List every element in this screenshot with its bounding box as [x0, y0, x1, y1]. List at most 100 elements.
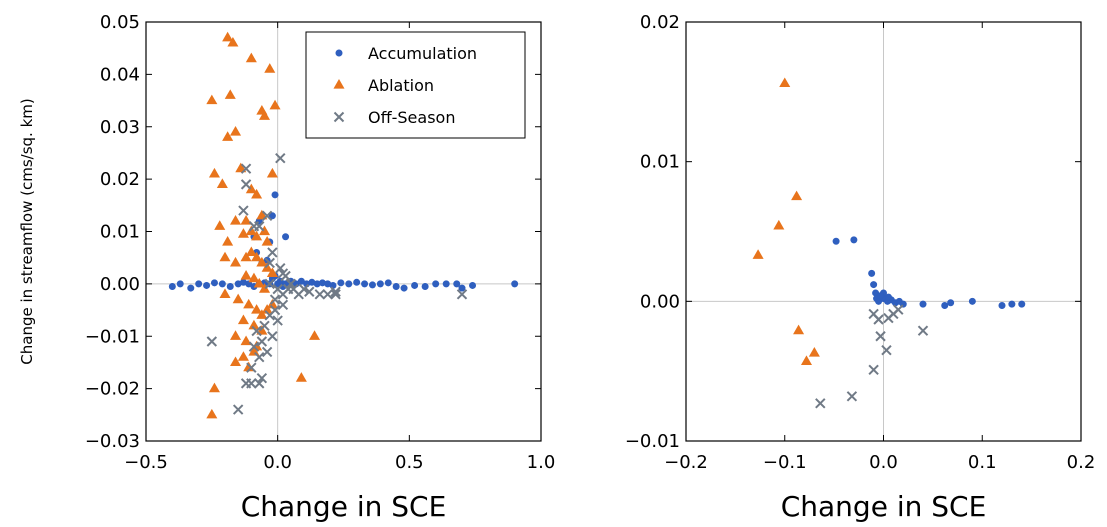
- data-point: [868, 269, 876, 277]
- y-tick-label: −0.01: [625, 431, 680, 452]
- data-point: [261, 235, 273, 246]
- data-point: [208, 382, 220, 393]
- data-point: [248, 341, 260, 352]
- data-point: [298, 283, 310, 295]
- data-point: [1018, 300, 1026, 308]
- data-point: [421, 282, 429, 290]
- data-point: [282, 233, 290, 241]
- y-axis-label: Change in streamflow (cms/sq. km): [18, 98, 36, 364]
- data-point: [219, 251, 231, 262]
- data-point: [216, 178, 228, 188]
- data-point: [893, 304, 904, 315]
- data-point: [337, 279, 345, 287]
- data-point: [219, 288, 231, 298]
- legend: Accumulation Ablation Off-Season: [305, 31, 526, 139]
- y-tick-label: 0.00: [100, 274, 140, 295]
- data-point: [195, 280, 203, 288]
- data-point: [330, 286, 341, 297]
- data-point: [411, 281, 419, 289]
- data-point: [230, 256, 242, 267]
- data-point: [850, 236, 858, 244]
- data-point: [275, 262, 286, 274]
- data-point: [232, 404, 244, 415]
- data-point: [376, 280, 384, 288]
- data-point: [392, 282, 400, 290]
- data-point: [251, 230, 263, 241]
- data-point: [176, 280, 184, 288]
- data-point: [870, 281, 878, 289]
- data-point: [275, 152, 286, 164]
- data-point: [230, 356, 242, 367]
- data-point: [267, 331, 278, 342]
- data-point: [345, 280, 353, 288]
- data-point: [846, 391, 858, 402]
- data-point: [243, 298, 255, 309]
- data-point: [237, 351, 249, 361]
- y-tick-label: 0.00: [640, 291, 680, 312]
- data-point: [264, 310, 275, 321]
- data-point: [240, 163, 252, 174]
- data-point: [511, 280, 519, 288]
- series-off-season: [206, 152, 468, 415]
- y-tick-label: 0.02: [640, 12, 680, 33]
- data-point: [947, 299, 955, 307]
- y-tick-label: 0.04: [100, 64, 140, 85]
- series-ablation: [206, 31, 321, 419]
- x-tick-label: 0.1: [968, 452, 997, 473]
- x-tick-label: −0.5: [124, 452, 168, 473]
- data-point: [245, 183, 257, 194]
- data-point: [322, 289, 333, 300]
- data-point: [187, 284, 195, 292]
- data-point: [791, 190, 803, 201]
- data-point: [203, 281, 211, 289]
- data-point: [258, 110, 271, 120]
- data-point: [353, 278, 361, 286]
- y-tick-label: 0.01: [100, 222, 140, 243]
- series-ablation: [752, 77, 820, 365]
- data-point: [261, 346, 273, 358]
- series-accumulation: [168, 191, 519, 292]
- data-point: [919, 300, 927, 308]
- data-point: [248, 272, 260, 283]
- data-point: [264, 257, 275, 269]
- data-point: [254, 351, 265, 363]
- data-point: [248, 319, 260, 330]
- data-point: [266, 167, 278, 178]
- data-point: [253, 277, 265, 288]
- data-point: [251, 325, 262, 337]
- data-point: [266, 267, 278, 277]
- data-point: [793, 324, 805, 335]
- legend-marker: [333, 111, 345, 123]
- data-point: [277, 299, 289, 311]
- y-tick-label: 0.02: [100, 169, 140, 190]
- data-point: [248, 345, 260, 356]
- data-point: [208, 167, 220, 178]
- data-point: [264, 278, 275, 290]
- data-point: [240, 251, 252, 262]
- data-point: [237, 228, 249, 238]
- data-point: [917, 325, 929, 336]
- data-point: [258, 283, 271, 293]
- data-point: [238, 205, 249, 216]
- data-point: [245, 52, 257, 63]
- data-point: [214, 220, 226, 230]
- data-point: [884, 293, 892, 301]
- data-point: [268, 212, 276, 220]
- data-point: [264, 63, 276, 73]
- data-point: [256, 256, 268, 267]
- data-point: [442, 280, 450, 288]
- data-point: [271, 191, 279, 199]
- data-point: [832, 237, 840, 245]
- data-point: [469, 281, 477, 289]
- data-point: [269, 294, 281, 305]
- chart-panel-2: −0.2 −0.1 0.0 0.1 0.2 0.02 0.01 0.00 −0.01 Change…: [625, 12, 1095, 523]
- data-point: [245, 246, 257, 257]
- data-point: [269, 99, 281, 110]
- data-point: [868, 364, 879, 375]
- data-point: [254, 221, 265, 232]
- data-point: [314, 289, 326, 300]
- data-point: [206, 94, 218, 105]
- y-tick-label: −0.02: [85, 379, 140, 400]
- data-point: [218, 280, 226, 288]
- data-point: [222, 235, 234, 246]
